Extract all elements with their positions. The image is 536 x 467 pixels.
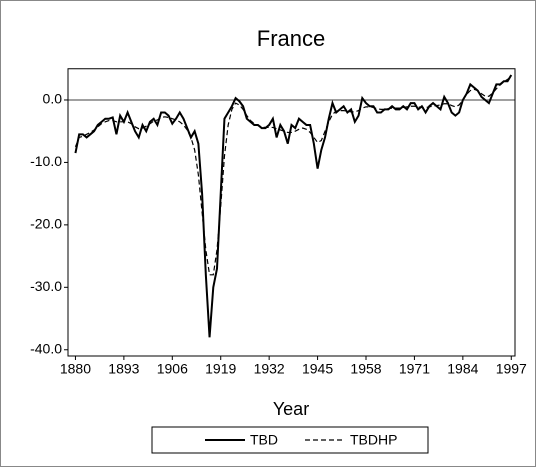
x-tick-label: 1919 xyxy=(205,361,236,377)
y-tick-label: -20.0 xyxy=(30,216,62,232)
chart-title: France xyxy=(257,26,325,51)
series-line xyxy=(74,74,513,338)
x-tick-label: 1932 xyxy=(254,361,285,377)
x-tick-label: 1893 xyxy=(108,361,139,377)
legend-box xyxy=(151,426,429,454)
legend-label: TBDHP xyxy=(350,432,397,448)
x-tick-label: 1984 xyxy=(447,361,478,377)
x-tick-label: 1971 xyxy=(399,361,430,377)
x-tick-label: 1997 xyxy=(496,361,527,377)
plot-area xyxy=(67,68,516,357)
y-tick-label: 0.0 xyxy=(43,91,63,107)
y-tick-label: -40.0 xyxy=(30,340,62,356)
x-tick-label: 1906 xyxy=(157,361,188,377)
x-tick-label: 1958 xyxy=(350,361,381,377)
x-tick-label: 1945 xyxy=(302,361,333,377)
y-tick-label: -30.0 xyxy=(30,278,62,294)
y-tick-label: -10.0 xyxy=(30,153,62,169)
x-tick-label: 1880 xyxy=(60,361,91,377)
series-line xyxy=(74,76,512,276)
x-axis-label: Year xyxy=(273,399,309,419)
legend-label: TBD xyxy=(250,432,278,448)
